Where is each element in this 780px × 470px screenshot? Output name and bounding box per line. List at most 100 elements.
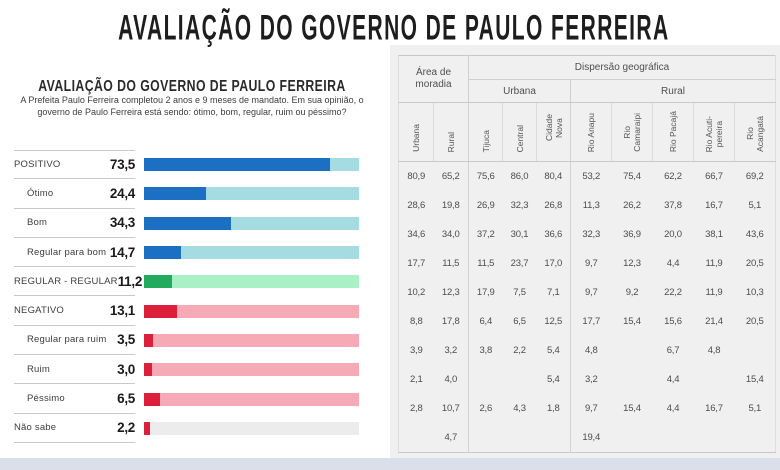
table-cell: 16,7 (705, 403, 723, 415)
table-cell: 3,8 (468, 336, 503, 366)
chart-row: REGULAR - REGULAR 11,2 (14, 267, 380, 297)
table-cell: 86,0 (510, 170, 529, 182)
category-label: POSITIVO (14, 159, 61, 171)
table-row: 17,7 11,5 11,5 23,7 17,0 9,7 12,3 4,4 11,9 20,5 (399, 248, 776, 278)
table-cell: 20,5 (745, 257, 764, 269)
category-label: Ruim (27, 363, 50, 375)
main-title: AVALIAÇÃO DO GOVERNO DE PAULO FERREIRA (0, 6, 780, 48)
table-cell (503, 423, 537, 452)
header-row-columns: Urbana Rural Tijuca Central Cidade Nova Rio A… (398, 102, 776, 162)
table-cell: 7,1 (546, 286, 560, 298)
table-cell: 4,7 (444, 432, 458, 444)
table-cell: 4,4 (666, 257, 680, 269)
column-header-label: Rural (446, 131, 456, 152)
table-cell: 22,2 (664, 286, 682, 298)
table-cell: 9,2 (625, 286, 639, 298)
area-de-moradia-header: Área de moradia (398, 55, 469, 103)
column-header-label: Rio Camaraipi (622, 113, 642, 152)
table-cell: 4,8 (707, 345, 721, 357)
table-cell: 7,5 (513, 286, 526, 298)
value-label: 13,1 (109, 303, 135, 319)
table-row: 4,7 19,4 (399, 423, 776, 453)
header-row-subgroups: Urbana Rural (399, 79, 776, 103)
table-cell: 11,9 (705, 286, 723, 298)
table-cell: 12,3 (441, 286, 460, 298)
bar-track (144, 304, 359, 318)
column-header-label: Rio Pacajá (668, 110, 678, 152)
bar-track (144, 363, 359, 377)
value-label: 24,4 (109, 185, 135, 201)
table-cell: 19,8 (441, 199, 460, 211)
bar-track (144, 333, 359, 347)
table-cell: 19,4 (570, 423, 612, 453)
chart-row-labels: Regular para ruim 3,5 (14, 326, 135, 356)
table-cell: 4,3 (513, 403, 526, 415)
bar-track (144, 392, 359, 406)
chart-row-labels: Bom 34,3 (14, 209, 135, 238)
bottom-strip (0, 458, 780, 470)
chart-header: AVALIAÇÃO DO GOVERNO DE PAULO FERREIRA A… (0, 78, 384, 118)
value-label: 34,3 (109, 215, 135, 231)
chart-row-labels: Não sabe 2,2 (14, 414, 135, 443)
table-cell: 9,7 (570, 277, 612, 307)
table-cell: 65,2 (441, 170, 460, 182)
table-cell: 36,6 (544, 228, 563, 240)
table-cell: 12,5 (544, 316, 563, 328)
table-cell: 6,5 (513, 316, 526, 328)
table-cell: 34,0 (441, 228, 460, 240)
table-cell: 2,2 (513, 345, 526, 357)
table-cell: 4,0 (444, 374, 458, 386)
column-header-label: Rio Acuti- pereira (704, 115, 724, 152)
chart-row: Regular para bom 14,7 (14, 238, 380, 268)
main-title-text: AVALIAÇÃO DO GOVERNO DE PAULO FERREIRA (118, 9, 670, 48)
table-row: 2,8 10,7 2,6 4,3 1,8 9,7 15,4 4,4 16,7 5,1 (399, 394, 776, 424)
table-cell (503, 365, 537, 394)
table-cell (694, 423, 735, 452)
table-row: 8,8 17,8 6,4 6,5 12,5 17,7 15,4 15,6 21,4 20,5 (399, 306, 776, 337)
table-cell: 3,2 (444, 345, 458, 357)
value-label: 11,2 (117, 273, 143, 289)
bar-fill (144, 304, 178, 318)
chart-row-labels: REGULAR - REGULAR 11,2 (14, 267, 142, 297)
table-cell: 23,7 (510, 257, 529, 269)
category-label: Regular para ruim (27, 334, 107, 346)
table-cell: 11,9 (705, 257, 723, 269)
column-header: Rio Camaraipi (611, 102, 653, 162)
table-cell: 75,4 (623, 170, 641, 182)
chart-title: AVALIAÇÃO DO GOVERNO DE PAULO FERREIRA (38, 77, 346, 96)
table-cell: 17,8 (441, 316, 460, 328)
table-cell: 69,2 (745, 170, 764, 182)
value-label: 14,7 (109, 244, 135, 260)
table-cell: 53,2 (570, 161, 612, 191)
chart-row: Ótimo 24,4 (14, 179, 380, 209)
category-label: Ótimo (27, 187, 54, 199)
table-cell: 11,3 (570, 190, 612, 220)
value-label: 73,5 (109, 157, 135, 173)
table-cell (735, 423, 776, 452)
chart-panel: AVALIAÇÃO DO GOVERNO DE PAULO FERREIRA A… (0, 45, 390, 458)
table-cell: 15,4 (623, 316, 641, 328)
category-label: NEGATIVO (14, 305, 64, 317)
table-cell (694, 365, 735, 394)
bar-fill (144, 246, 182, 260)
category-label: Bom (27, 217, 48, 229)
bar-chart: POSITIVO 73,5 Ótimo 24,4 Bom 34,3 Regular para… (14, 150, 380, 443)
table-cell (735, 336, 776, 365)
column-header-label: Urbana (411, 124, 421, 152)
value-label: 2,2 (117, 420, 135, 436)
column-header: Tijuca (468, 102, 503, 162)
table-cell: 37,2 (468, 219, 503, 249)
dispersao-geografica-header: Dispersão geográfica (468, 55, 776, 80)
table-cell: 11,5 (442, 257, 460, 269)
table-cell (653, 423, 694, 452)
table-cell: 20,0 (664, 228, 682, 240)
column-header: Rio Pacajá (652, 102, 694, 162)
table-cell (612, 423, 653, 452)
table-cell (468, 423, 503, 453)
column-header-label: Cidade Nova (543, 114, 564, 142)
table-cell: 10,7 (441, 403, 460, 415)
column-header-label: Tijuca (480, 129, 491, 152)
table-cell: 17,7 (570, 306, 612, 337)
chart-row-labels: NEGATIVO 13,1 (14, 296, 135, 326)
table-cell: 26,9 (468, 190, 503, 220)
